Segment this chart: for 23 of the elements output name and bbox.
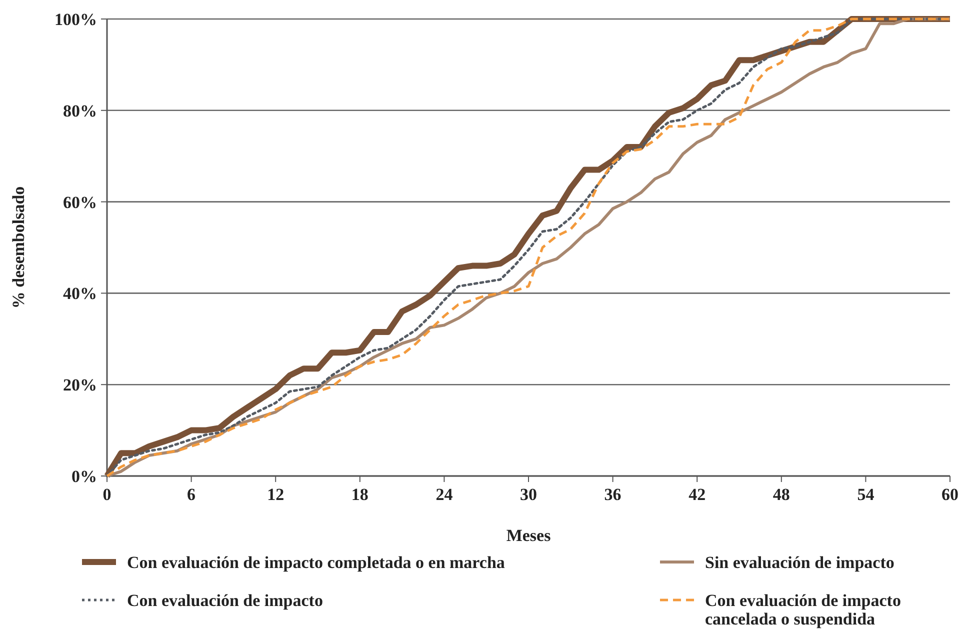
x-tick-label: 60 [942, 485, 958, 504]
x-tick-label: 42 [688, 485, 706, 504]
x-tick-label: 54 [857, 485, 875, 504]
y-tick-label: 100% [54, 10, 97, 29]
legend-label: Sin evaluación de impacto [705, 552, 894, 572]
y-tick-label: 80% [63, 101, 97, 120]
x-tick-label: 30 [520, 485, 537, 504]
x-tick-label: 18 [351, 485, 368, 504]
y-tick-label: 0% [72, 466, 97, 486]
x-tick-label: 6 [187, 485, 196, 504]
legend-label: Con evaluación de impacto [127, 590, 323, 610]
y-tick-label: 40% [63, 284, 97, 304]
x-axis-title: Meses [506, 526, 552, 545]
x-tick-label: 0 [102, 485, 112, 504]
y-tick-label: 20% [63, 376, 97, 395]
x-tick-label: 24 [436, 485, 454, 504]
x-tick-label: 48 [772, 485, 790, 504]
x-tick-label: 12 [267, 485, 284, 504]
legend-label: Con evaluación de impacto completada o en marcha [127, 552, 506, 572]
y-tick-label: 60% [63, 192, 97, 212]
x-tick-label: 36 [604, 485, 622, 504]
y-axis-title: % desembolsado [9, 186, 28, 309]
legend-label: Con evaluación de impacto cancelada o suspendida [705, 590, 901, 629]
